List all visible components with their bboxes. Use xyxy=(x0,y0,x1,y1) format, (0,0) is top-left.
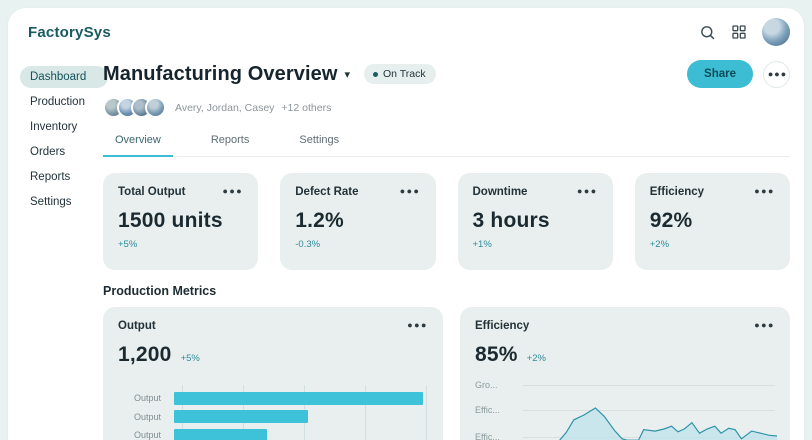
bar-category-label: Output xyxy=(134,430,162,440)
bar xyxy=(174,391,424,405)
stat-delta: +2% xyxy=(649,239,670,250)
stat-value: 92% xyxy=(649,209,693,232)
stat-more-button[interactable]: ●●● xyxy=(754,186,775,196)
stat-card-downtime: Downtime ●●● 3 hours +1% xyxy=(457,173,613,270)
stat-value: 3 hours xyxy=(472,209,550,232)
stat-more-button[interactable]: ●●● xyxy=(222,186,244,196)
stat-delta: -0.3% xyxy=(295,239,321,250)
collaborators-row: Avery, Jordan, Casey +12 others xyxy=(103,97,790,118)
stat-value: 1500 units xyxy=(118,209,223,232)
area-chart-grid-row: Gro... xyxy=(475,380,775,397)
stat-card-efficiency: Efficiency ●●● 92% +2% xyxy=(634,173,790,270)
status-badge: On Track xyxy=(364,64,436,84)
area-chart-gridline xyxy=(523,410,775,411)
bar-row: Output xyxy=(134,408,428,427)
bar xyxy=(174,428,268,440)
chart-more-button[interactable]: ●●● xyxy=(407,320,428,330)
chart-headline-value: 85% xyxy=(475,343,518,366)
area-chart-tick-label: Gro... xyxy=(475,380,498,390)
charts-row: Output ●●● 1,200 +5% OutputOutputOutputO… xyxy=(103,307,790,440)
stat-more-button[interactable]: ●●● xyxy=(576,186,598,196)
user-avatar[interactable] xyxy=(762,18,790,46)
sidebar-item-orders[interactable]: Orders xyxy=(30,146,66,158)
area-chart-grid-row: Effic... xyxy=(475,405,775,422)
output-bar-chart: OutputOutputOutputOutput xyxy=(134,385,428,440)
stat-card-defect-rate: Defect Rate ●●● 1.2% -0.3% xyxy=(280,173,436,270)
topbar-actions xyxy=(699,18,790,46)
collaborator-avatars[interactable] xyxy=(103,97,166,118)
tab-bar: Overview Reports Settings xyxy=(103,126,790,157)
collaborators-more-link[interactable]: +12 others xyxy=(281,101,332,114)
chart-headline-delta: +5% xyxy=(180,353,200,364)
output-chart-card: Output ●●● 1,200 +5% OutputOutputOutputO… xyxy=(103,307,443,440)
stat-value: 1.2% xyxy=(295,209,344,232)
efficiency-chart-card: Efficiency ●●● 85% +2% Gro... Effic... Eff… xyxy=(460,307,790,440)
sidebar-item-reports[interactable]: Reports xyxy=(30,171,71,183)
title-dropdown-caret-icon[interactable]: ▾ xyxy=(344,68,351,81)
chart-headline-value: 1,200 xyxy=(118,343,172,366)
stat-label: Defect Rate xyxy=(295,186,359,198)
stat-card-total-output: Total Output ●●● 1500 units +5% xyxy=(103,173,259,270)
chart-headline-delta: +2% xyxy=(526,353,546,364)
section-title: Production Metrics xyxy=(103,284,217,298)
app-window: FactorySys Dashboard Production Inventor… xyxy=(8,8,804,440)
bar-row: Output xyxy=(134,389,428,408)
stats-row: Total Output ●●● 1500 units +5% Defect R… xyxy=(103,173,790,270)
chart-title: Output xyxy=(118,320,156,332)
share-button[interactable]: Share xyxy=(687,60,753,88)
stat-label: Total Output xyxy=(118,186,186,198)
status-dot-icon xyxy=(373,71,379,77)
app-logo: FactorySys xyxy=(28,23,111,41)
tab-settings[interactable]: Settings xyxy=(299,134,340,146)
collaborator-names: Avery, Jordan, Casey xyxy=(175,101,275,114)
bar xyxy=(174,410,308,424)
sidebar-item-production[interactable]: Production xyxy=(30,96,85,108)
chart-title: Efficiency xyxy=(475,320,530,332)
apps-grid-icon[interactable] xyxy=(731,24,747,40)
tab-overview[interactable]: Overview xyxy=(103,126,173,157)
efficiency-area-chart: Gro... Effic... Effic... xyxy=(475,373,777,440)
bar-category-label: Output xyxy=(134,411,162,422)
sidebar: Dashboard Production Inventory Orders Re… xyxy=(20,66,108,216)
header-more-button[interactable]: ●●● xyxy=(763,60,790,88)
stat-label: Efficiency xyxy=(649,186,705,198)
area-chart-svg xyxy=(523,373,777,440)
bar-chart-gridline xyxy=(426,385,427,440)
bar-chart-gridline xyxy=(365,385,366,440)
stat-label: Downtime xyxy=(472,186,528,198)
area-chart-gridline xyxy=(523,385,775,386)
bar-row: Output xyxy=(134,426,428,440)
status-badge-label: On Track xyxy=(383,68,426,80)
page-header: Manufacturing Overview ▾ On Track Share … xyxy=(103,60,790,88)
area-chart-tick-label: Effic... xyxy=(475,432,500,440)
chart-more-button[interactable]: ●●● xyxy=(754,320,775,330)
stat-delta: +5% xyxy=(118,239,138,250)
bar-chart-rows: OutputOutputOutputOutput xyxy=(134,389,428,440)
main-content: Manufacturing Overview ▾ On Track Share … xyxy=(103,60,790,440)
topbar: FactorySys xyxy=(8,8,804,56)
sidebar-item-settings[interactable]: Settings xyxy=(30,196,72,208)
tab-reports[interactable]: Reports xyxy=(210,134,250,146)
bar-category-label: Output xyxy=(134,393,162,404)
search-icon[interactable] xyxy=(699,24,716,41)
page-title: Manufacturing Overview xyxy=(103,62,338,85)
stat-delta: +1% xyxy=(472,239,492,250)
area-chart-tick-label: Effic... xyxy=(475,405,500,415)
collaborator-avatar[interactable] xyxy=(145,97,166,118)
stat-more-button[interactable]: ●●● xyxy=(399,186,421,196)
sidebar-item-dashboard[interactable]: Dashboard xyxy=(20,66,108,88)
sidebar-item-inventory[interactable]: Inventory xyxy=(30,121,78,133)
